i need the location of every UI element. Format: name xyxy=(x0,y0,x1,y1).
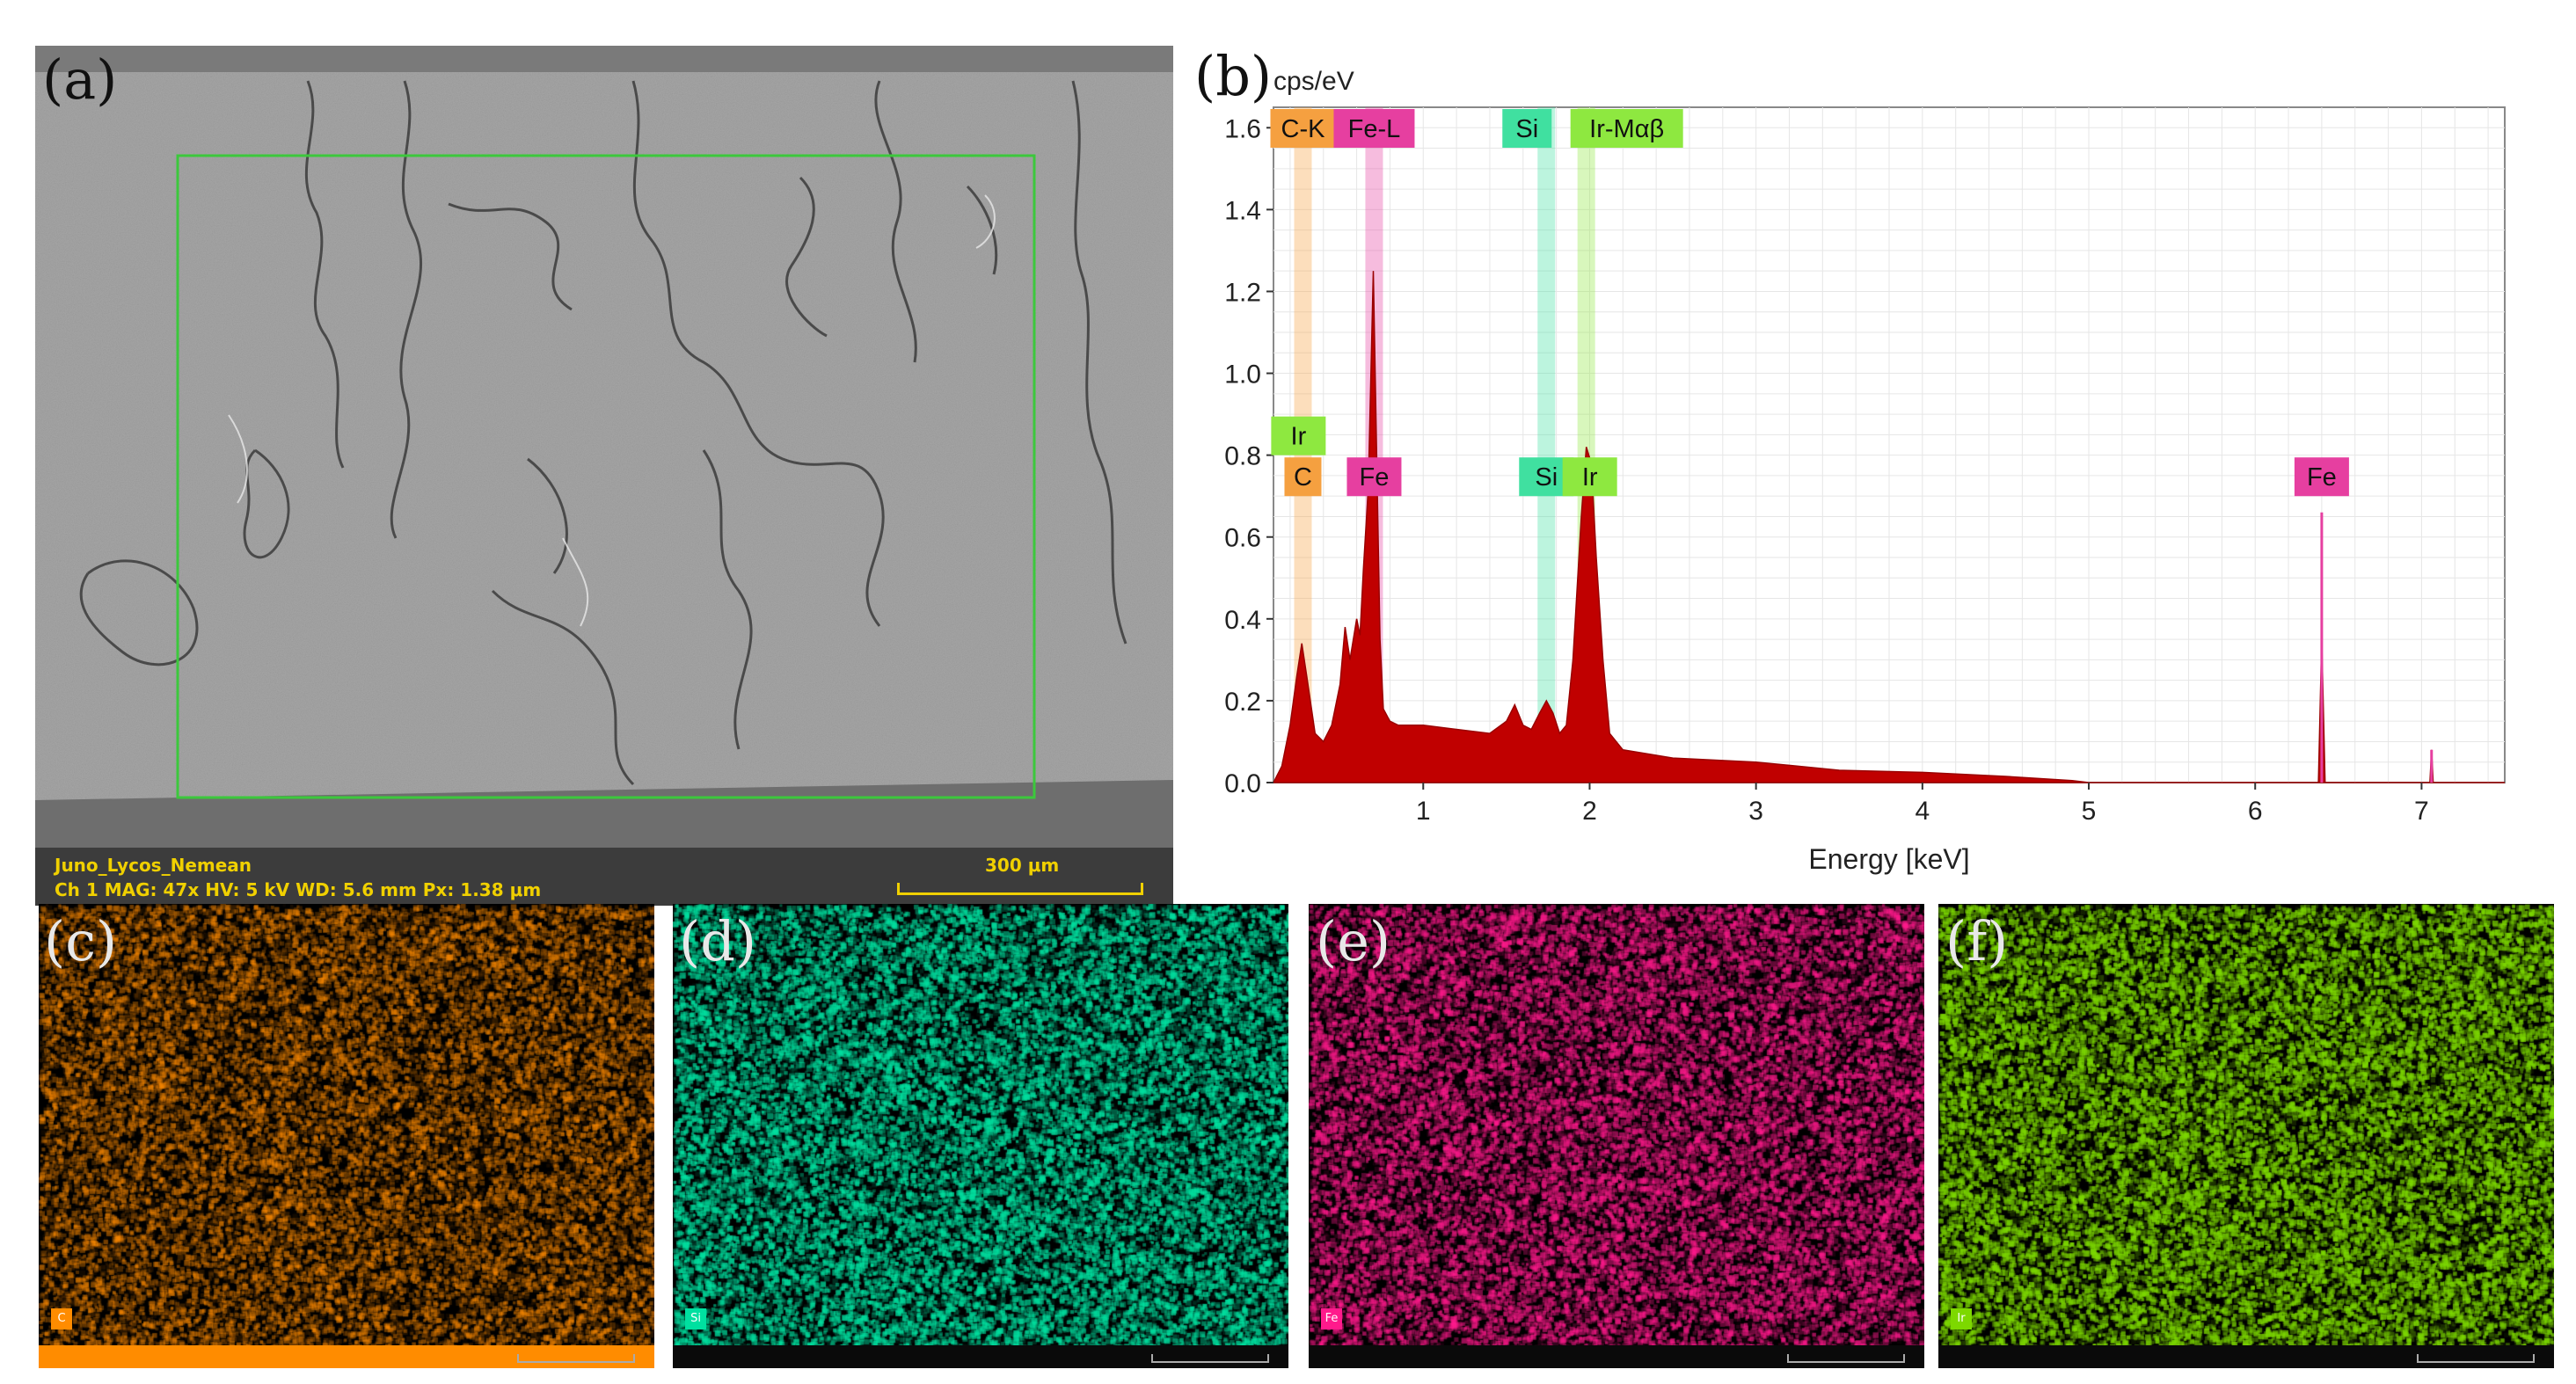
map-footer xyxy=(39,1345,654,1368)
sem-info-bar: Juno_Lycos_Nemean Ch 1 MAG: 47x HV: 5 kV… xyxy=(35,848,1173,906)
sem-sample-name: Juno_Lycos_Nemean xyxy=(55,855,252,876)
header-marker-box xyxy=(1502,109,1552,148)
y-tick-label: 0.4 xyxy=(1224,606,1261,635)
y-tick-label: 1.0 xyxy=(1224,361,1261,390)
map-iron-tag: Fe xyxy=(1321,1308,1342,1329)
peak-label-box xyxy=(2294,457,2349,497)
panel-label-a: (a) xyxy=(42,47,118,112)
map-footer xyxy=(1938,1345,2554,1368)
map-iridium-tag: Ir xyxy=(1951,1308,1972,1329)
header-marker-box xyxy=(1270,109,1336,148)
map-silicon-image xyxy=(673,904,1288,1368)
header-marker-label: C-K xyxy=(1281,115,1326,143)
panel-label-e: (e) xyxy=(1316,909,1391,973)
peak-label-box xyxy=(1271,416,1326,455)
map-iron: Fe xyxy=(1309,904,1924,1368)
peak-label: C xyxy=(1294,463,1312,492)
header-marker-label: Ir-Mαβ xyxy=(1589,115,1664,143)
map-iridium-image xyxy=(1938,904,2554,1368)
x-tick-label: 3 xyxy=(1748,797,1763,826)
map-silicon-tag: Si xyxy=(685,1308,706,1329)
map-scalebar xyxy=(1151,1354,1269,1363)
x-tick-label: 6 xyxy=(2248,797,2263,826)
peak-label-box xyxy=(1562,457,1617,497)
peak-label: Ir xyxy=(1582,463,1598,492)
map-scalebar xyxy=(1787,1354,1905,1363)
map-scalebar xyxy=(517,1354,635,1363)
y-axis-label: cps/eV xyxy=(1273,67,1354,96)
header-marker-label: Fe-L xyxy=(1348,115,1401,143)
x-tick-label: 2 xyxy=(1582,797,1597,826)
y-tick-label: 1.4 xyxy=(1224,196,1261,225)
x-tick-label: 4 xyxy=(1915,797,1930,826)
map-carbon-image xyxy=(39,904,654,1368)
sem-acquisition-info: Ch 1 MAG: 47x HV: 5 kV WD: 5.6 mm Px: 1.… xyxy=(55,879,542,900)
peak-label: Ir xyxy=(1291,423,1307,451)
map-carbon-tag: C xyxy=(51,1308,72,1329)
map-carbon: C xyxy=(39,904,654,1368)
sem-scalebar-label: 300 μm xyxy=(985,855,1060,876)
eds-spectrum-chart: 0.0 0.2 0.4 0.6 0.8 1.0 1.2 1.4 1.6 1 2 3 4 5 6 7 cps/eV… xyxy=(1224,67,2506,875)
header-marker-label: Si xyxy=(1515,115,1538,143)
y-tick-label: 0.0 xyxy=(1224,769,1261,798)
y-tick-label: 0.8 xyxy=(1224,442,1261,471)
panel-label-d: (d) xyxy=(679,909,757,973)
y-tick-label: 0.6 xyxy=(1224,524,1261,553)
header-marker-box xyxy=(1333,109,1415,148)
y-tick-label: 1.2 xyxy=(1224,278,1261,307)
y-tick-label: 0.2 xyxy=(1224,688,1261,717)
map-footer xyxy=(673,1345,1288,1368)
panel-label-b: (b) xyxy=(1194,44,1273,108)
panel-label-c: (c) xyxy=(44,909,118,973)
peak-label-box xyxy=(1284,457,1322,497)
peak-label: Fe xyxy=(2307,463,2337,492)
map-scalebar xyxy=(2417,1354,2535,1363)
sem-micrograph xyxy=(35,46,1173,848)
marker-band-Si xyxy=(1537,107,1556,783)
header-marker-box xyxy=(1570,109,1683,148)
x-tick-label: 5 xyxy=(2082,797,2097,826)
map-footer xyxy=(1309,1345,1924,1368)
peak-label: Si xyxy=(1535,463,1558,492)
peak-label-box xyxy=(1346,457,1402,497)
x-tick-label: 7 xyxy=(2414,797,2429,826)
map-iridium: Ir xyxy=(1938,904,2554,1368)
map-silicon: Si xyxy=(673,904,1288,1368)
sem-image: Juno_Lycos_Nemean Ch 1 MAG: 47x HV: 5 kV… xyxy=(35,46,1173,906)
x-axis-label: Energy [keV] xyxy=(1808,843,1969,875)
peak-label: Fe xyxy=(1360,463,1390,492)
x-tick-label: 1 xyxy=(1416,797,1431,826)
roi-rectangle xyxy=(176,154,1036,799)
panel-label-f: (f) xyxy=(1945,909,2009,973)
spectrum-area xyxy=(1272,271,2505,783)
map-iron-image xyxy=(1309,904,1924,1368)
y-tick-label: 1.6 xyxy=(1224,114,1261,143)
sem-scalebar xyxy=(897,883,1143,895)
